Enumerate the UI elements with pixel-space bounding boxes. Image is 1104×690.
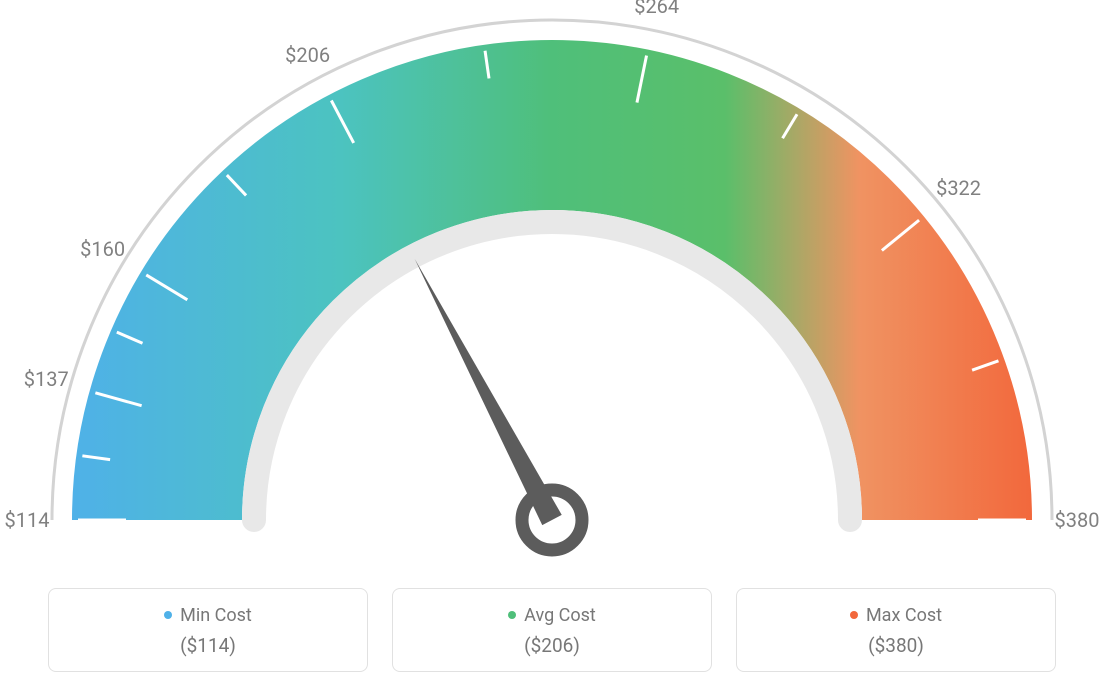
min-cost-dot xyxy=(164,611,172,619)
max-cost-card: Max Cost ($380) xyxy=(736,588,1056,672)
avg-cost-dot xyxy=(508,611,516,619)
cost-gauge: $114 $137 $160 $206 $264 $322 $380 xyxy=(0,0,1104,570)
avg-cost-label: Avg Cost xyxy=(524,605,596,626)
avg-cost-card: Avg Cost ($206) xyxy=(392,588,712,672)
max-cost-title: Max Cost xyxy=(737,605,1055,626)
max-cost-dot xyxy=(850,611,858,619)
gauge-tick-label: $264 xyxy=(634,0,679,18)
avg-cost-value: ($206) xyxy=(393,634,711,657)
gauge-tick-label: $322 xyxy=(936,176,981,200)
min-cost-card: Min Cost ($114) xyxy=(48,588,368,672)
min-cost-value: ($114) xyxy=(49,634,367,657)
max-cost-label: Max Cost xyxy=(866,605,942,626)
gauge-tick-label: $160 xyxy=(80,237,125,261)
max-cost-value: ($380) xyxy=(737,634,1055,657)
avg-cost-title: Avg Cost xyxy=(393,605,711,626)
summary-row: Min Cost ($114) Avg Cost ($206) Max Cost… xyxy=(48,588,1056,672)
min-cost-title: Min Cost xyxy=(49,605,367,626)
gauge-tick-label: $206 xyxy=(285,43,330,67)
gauge-tick-label: $114 xyxy=(5,508,50,532)
gauge-tick-label: $380 xyxy=(1055,508,1100,532)
gauge-svg xyxy=(0,0,1104,570)
min-cost-label: Min Cost xyxy=(180,605,252,626)
gauge-tick-label: $137 xyxy=(24,367,69,391)
